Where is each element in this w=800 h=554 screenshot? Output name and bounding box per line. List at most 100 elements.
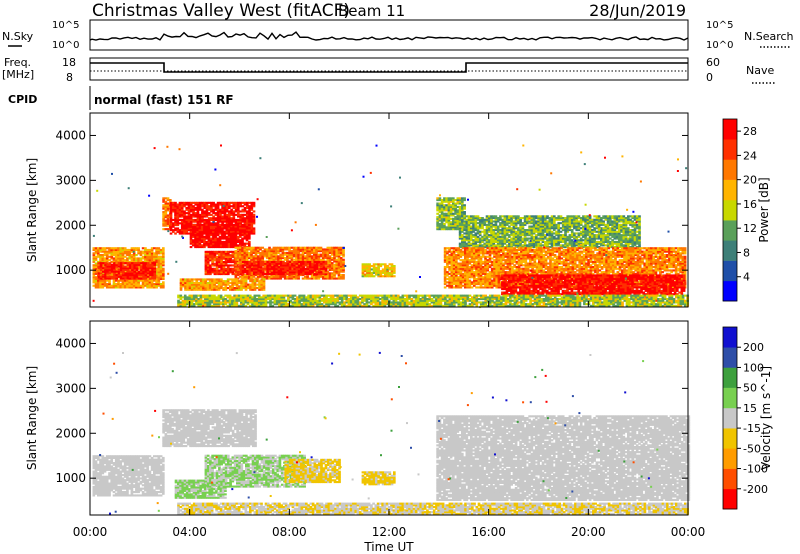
data-cell [126,248,129,252]
data-cell [243,210,247,213]
data-cell [268,270,271,273]
data-cell [461,215,464,218]
data-cell [224,250,228,253]
data-cell [94,286,98,289]
data-cell [577,232,581,235]
data-cell [270,255,274,258]
data-cell [141,284,145,287]
data-cell [110,284,114,287]
data-cell [290,267,294,270]
data-cell [130,250,134,253]
data-cell [137,260,140,263]
data-cell [234,235,238,238]
data-cell [304,255,307,258]
data-cell [162,222,165,226]
data-cell [212,210,215,213]
data-cell [185,218,189,222]
data-cell [250,255,253,258]
data-cell [106,277,110,280]
data-cell [207,201,211,204]
data-cell [117,281,120,284]
data-cell [92,247,96,250]
data-cell [97,274,101,277]
data-cell [239,275,242,278]
data-cell [204,262,208,265]
data-cell [166,222,170,226]
data-cell [456,197,460,200]
data-cell [241,227,244,230]
data-cell [288,250,291,253]
data-cell [204,261,208,264]
data-cell [128,284,132,287]
data-cell [92,274,96,277]
data-cell [213,267,217,270]
data-cell [384,263,387,266]
data-cell [246,261,249,264]
data-cell [246,229,249,232]
data-cell [254,258,258,261]
data-cell [155,252,158,255]
data-cell [227,271,230,274]
data-cell [164,200,168,203]
data-cell [198,242,202,245]
data-cell [240,278,243,281]
data-cell [230,240,233,244]
data-cell [146,265,150,268]
data-cell [137,248,140,252]
data-cell [239,234,242,237]
data-cell [232,232,235,235]
data-cell [183,232,186,235]
data-cell [206,269,210,272]
data-cell [146,268,150,272]
data-cell [97,279,100,282]
data-cell [216,237,220,240]
data-cell [201,212,204,215]
data-cell [252,217,256,220]
data-cell [317,277,321,280]
data-cell [241,229,244,232]
data-cell [241,213,245,216]
data-cell [225,227,229,230]
noise-right-tick-low: 10^0 [706,40,733,51]
data-cell [155,284,158,287]
data-cell [243,222,247,225]
data-cell [169,229,173,232]
data-cell [114,252,118,255]
data-cell [375,266,378,269]
data-cell [295,251,298,255]
data-cell [216,220,220,223]
data-cell [234,227,238,230]
data-cell [155,286,158,289]
data-cell [609,229,612,232]
data-cell [214,244,217,247]
data-cell [221,229,224,232]
data-cell [103,248,107,252]
data-cell [176,213,180,216]
data-cell [211,259,214,262]
data-cell [223,205,227,208]
data-cell [221,244,224,247]
data-cell [248,217,251,220]
data-cell [227,257,230,260]
data-cell [189,240,193,244]
data-cell [239,225,242,228]
data-cell [239,215,242,218]
data-cell [224,269,228,272]
data-cell [164,209,168,212]
data-cell [162,214,165,217]
data-cell [115,277,119,280]
data-cell [194,206,198,210]
data-cell [212,223,215,226]
data-cell [223,208,227,211]
data-cell [178,222,182,225]
data-cell [176,208,180,211]
data-cell [228,218,231,222]
data-cell [205,230,209,233]
data-cell [234,270,238,273]
noise-right-tick-high: 10^5 [706,20,733,31]
data-cell [117,283,120,286]
data-cell [260,281,264,285]
data-cell [277,251,280,255]
data-cell [205,212,209,215]
data-cell [577,229,581,232]
